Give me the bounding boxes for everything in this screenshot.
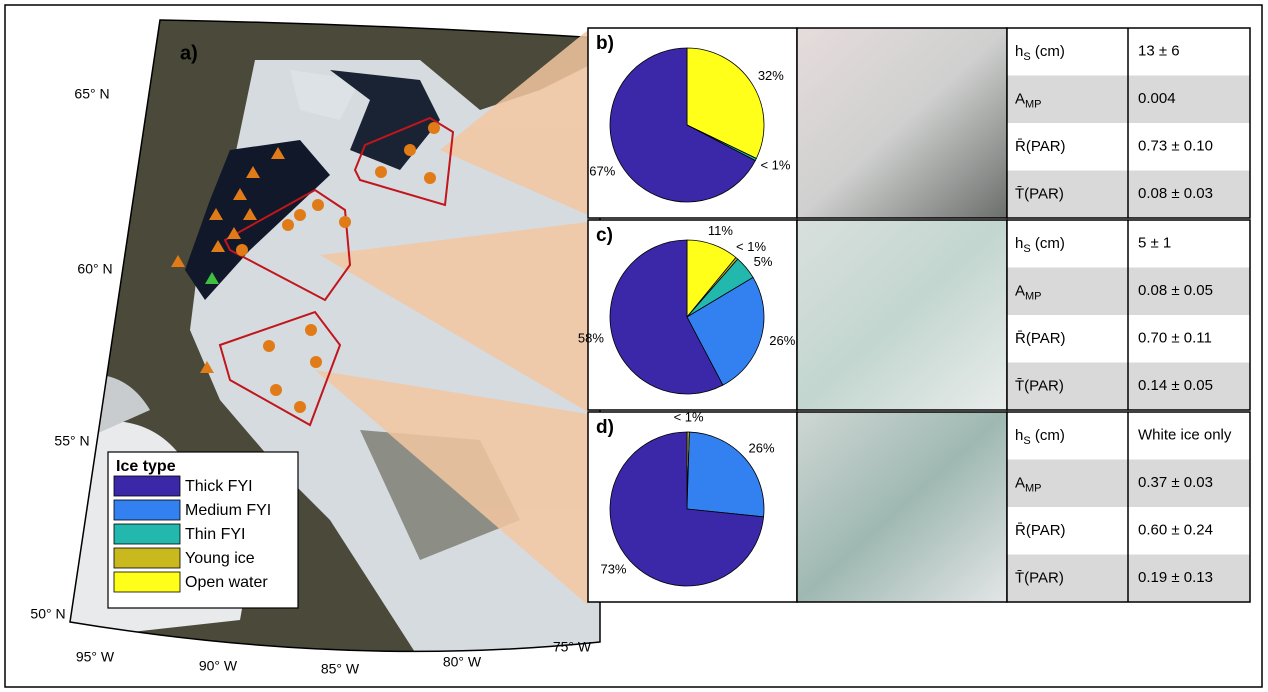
legend-label: Thick FYI — [185, 478, 253, 495]
row-label: R̄(PAR) — [1015, 138, 1066, 155]
lat-label: 50° N — [30, 606, 65, 622]
row-value: 0.004 — [1138, 90, 1176, 107]
legend: Ice type Thick FYI Medium FYI Thin FYI Youn… — [108, 452, 298, 608]
legend-swatch — [114, 548, 180, 568]
label-sub: S — [1023, 243, 1030, 255]
pie-label: 73% — [600, 561, 626, 576]
pie-label: < 1% — [736, 239, 766, 254]
label-base: h — [1015, 427, 1023, 444]
legend-swatch — [114, 476, 180, 496]
label-base: T̄(PAR) — [1015, 185, 1064, 202]
label-base: T̄(PAR) — [1015, 377, 1064, 394]
row-value: 0.37 ± 0.03 — [1138, 474, 1213, 491]
panel-label: a) — [180, 42, 198, 64]
label-suffix: (cm) — [1031, 43, 1065, 60]
figure: a) 65° N 60° N 55° N 50° N 95° W 90° W 85° W 8… — [0, 0, 1268, 692]
label-base: A — [1015, 282, 1025, 299]
row-label: hS (cm) — [1015, 235, 1065, 255]
row-value: 0.19 ± 0.13 — [1138, 569, 1213, 586]
legend-label: Medium FYI — [185, 502, 271, 519]
row-label: R̄(PAR) — [1015, 522, 1066, 539]
pie-label: 26% — [769, 333, 795, 348]
row-value: 0.08 ± 0.03 — [1138, 185, 1213, 202]
label-base: A — [1015, 90, 1025, 107]
photo — [797, 220, 1007, 410]
pie-label: 5% — [754, 254, 773, 269]
label-sub: S — [1023, 435, 1030, 447]
pie-label: < 1% — [760, 157, 790, 172]
legend-title: Ice type — [116, 458, 176, 475]
row-label: T̄(PAR) — [1015, 185, 1064, 202]
label-sub: S — [1023, 51, 1030, 63]
photo — [797, 412, 1007, 602]
pie-label: 67% — [589, 164, 615, 179]
row-value: 0.70 ± 0.11 — [1138, 330, 1212, 347]
panel-label: c) — [596, 225, 613, 246]
lon-label: 90° W — [199, 658, 238, 674]
row-value: 5 ± 1 — [1138, 235, 1171, 252]
row-label: T̄(PAR) — [1015, 377, 1064, 394]
legend-label: Thin FYI — [185, 526, 245, 543]
label-base: R̄(PAR) — [1015, 522, 1066, 539]
lon-label: 75° W — [553, 639, 592, 655]
lon-label: 85° W — [321, 661, 360, 677]
lat-label: 55° N — [54, 433, 89, 449]
row-value: 13 ± 6 — [1138, 43, 1180, 60]
row-value: 0.73 ± 0.10 — [1138, 138, 1213, 155]
pie-label: 32% — [758, 68, 784, 83]
lon-label: 80° W — [443, 654, 482, 670]
pie-label: < 1% — [674, 409, 704, 424]
legend-swatch — [114, 572, 180, 592]
legend-label: Open water — [185, 574, 268, 591]
lon-label: 95° W — [76, 649, 115, 665]
row-value: 0.14 ± 0.05 — [1138, 377, 1213, 394]
label-suffix: (cm) — [1031, 235, 1065, 252]
label-base: R̄(PAR) — [1015, 330, 1066, 347]
row-label: hS (cm) — [1015, 427, 1065, 447]
label-suffix: (cm) — [1031, 427, 1065, 444]
legend-swatch — [114, 500, 180, 520]
row-value: White ice only — [1138, 427, 1232, 444]
lat-label: 60° N — [77, 261, 112, 277]
label-base: h — [1015, 235, 1023, 252]
legend-swatch — [114, 524, 180, 544]
pie-label: 11% — [708, 223, 733, 238]
pie-label: 58% — [578, 330, 604, 345]
label-sub: MP — [1025, 482, 1042, 494]
photo — [797, 28, 1007, 218]
label-sub: MP — [1025, 290, 1042, 302]
row-value: 0.60 ± 0.24 — [1138, 522, 1213, 539]
lat-label: 65° N — [74, 86, 109, 102]
row-label: T̄(PAR) — [1015, 569, 1064, 586]
pie-label: 26% — [749, 441, 775, 456]
label-base: R̄(PAR) — [1015, 138, 1066, 155]
label-base: h — [1015, 43, 1023, 60]
legend-label: Young ice — [185, 550, 255, 567]
label-base: T̄(PAR) — [1015, 569, 1064, 586]
panel-label: d) — [596, 417, 614, 438]
row-label: hS (cm) — [1015, 43, 1065, 63]
panel-label: b) — [596, 33, 614, 54]
row-value: 0.08 ± 0.05 — [1138, 282, 1213, 299]
row-label: R̄(PAR) — [1015, 330, 1066, 347]
label-base: A — [1015, 474, 1025, 491]
label-sub: MP — [1025, 98, 1042, 110]
